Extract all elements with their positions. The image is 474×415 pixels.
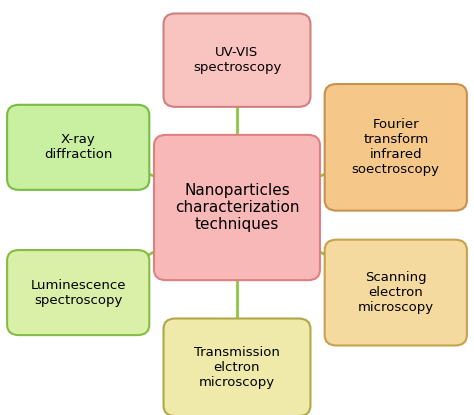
FancyBboxPatch shape (325, 84, 467, 210)
Text: Luminescence
spectroscopy: Luminescence spectroscopy (30, 278, 126, 307)
FancyBboxPatch shape (325, 240, 467, 345)
Text: UV-VIS
spectroscopy: UV-VIS spectroscopy (193, 46, 281, 74)
FancyBboxPatch shape (164, 319, 310, 415)
FancyBboxPatch shape (154, 135, 320, 280)
Text: Scanning
electron
microscopy: Scanning electron microscopy (358, 271, 434, 314)
FancyBboxPatch shape (164, 13, 310, 107)
Text: Fourier
transform
infrared
soectroscopy: Fourier transform infrared soectroscopy (352, 118, 440, 176)
Text: Nanoparticles
characterization
techniques: Nanoparticles characterization technique… (175, 183, 299, 232)
FancyBboxPatch shape (7, 250, 149, 335)
Text: X-ray
diffraction: X-ray diffraction (44, 133, 112, 161)
Text: Transmission
elctron
microscopy: Transmission elctron microscopy (194, 346, 280, 389)
FancyBboxPatch shape (7, 105, 149, 190)
